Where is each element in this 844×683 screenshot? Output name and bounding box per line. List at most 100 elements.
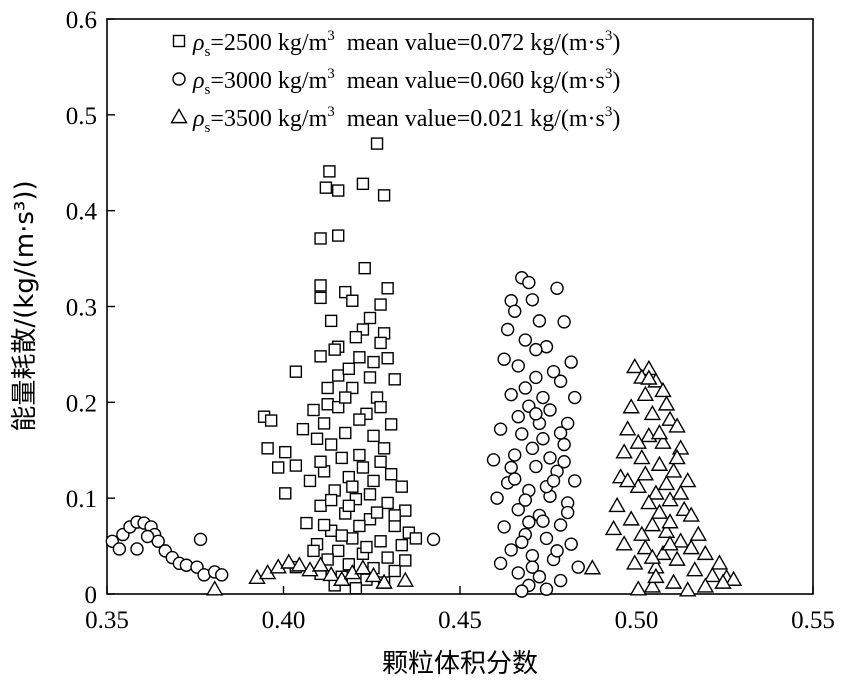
x-tick-label: 0.35: [85, 607, 129, 634]
y-tick-label: 0.3: [66, 295, 97, 322]
data-point-triangle: [205, 580, 224, 596]
data-point-triangle: [664, 462, 683, 478]
data-point-triangle: [671, 532, 690, 548]
data-point-circle: [557, 455, 571, 469]
data-point-triangle: [633, 525, 651, 541]
x-tick-label: 0.50: [615, 607, 659, 634]
data-point-triangle: [678, 472, 697, 488]
data-point-circle: [539, 531, 554, 546]
data-point-triangle: [657, 474, 676, 491]
data-point-circle: [493, 556, 508, 571]
data-point-circle: [564, 355, 578, 369]
data-point-square: [346, 532, 359, 545]
data-point-triangle: [608, 496, 626, 513]
data-point-square: [381, 352, 394, 365]
data-point-circle: [550, 281, 564, 295]
data-point-square: [388, 519, 401, 533]
data-point-square: [300, 516, 313, 530]
data-point-square: [303, 474, 317, 488]
data-point-circle: [525, 293, 540, 307]
data-point-square: [314, 291, 327, 305]
x-axis-title: 颗粒体积分数: [382, 649, 538, 679]
y-tick-label: 0.1: [66, 486, 97, 513]
data-point-triangle: [290, 556, 309, 572]
data-point-square: [342, 558, 356, 571]
data-point-square: [289, 365, 303, 378]
data-point-square: [374, 535, 387, 548]
data-point-triangle: [664, 573, 683, 589]
data-point-triangle: [661, 410, 679, 426]
data-point-circle: [553, 426, 568, 440]
data-point-square: [381, 496, 394, 510]
data-point-triangle: [678, 581, 697, 597]
y-tick-label: 0.2: [66, 390, 97, 417]
data-point-square: [328, 343, 341, 356]
data-point-circle: [518, 381, 533, 395]
data-point-triangle: [661, 513, 679, 529]
data-point-circle: [553, 518, 568, 532]
data-point-triangle: [615, 443, 633, 459]
data-point-square: [314, 350, 327, 363]
series-square: [257, 137, 423, 595]
data-point-triangle: [583, 559, 602, 575]
data-point-triangle: [636, 465, 655, 481]
data-point-circle: [546, 474, 561, 488]
data-point-triangle: [643, 577, 662, 593]
data-point-square: [296, 422, 310, 436]
data-point-circle: [536, 390, 550, 405]
data-point-square: [324, 314, 338, 328]
data-point-circle: [557, 437, 571, 452]
x-axis: 0.35 0.40 0.45 0.50 0.55: [85, 586, 835, 634]
data-point-triangle: [686, 561, 704, 577]
data-point-square: [388, 509, 401, 522]
data-point-circle: [543, 403, 557, 417]
data-point-triangle: [640, 494, 658, 510]
data-point-square: [342, 362, 356, 375]
data-point-circle: [518, 493, 533, 507]
data-point-circle: [557, 315, 571, 329]
data-point-square: [353, 448, 366, 462]
data-point-circle: [515, 584, 529, 598]
data-point-square: [317, 417, 331, 430]
data-point-circle: [515, 427, 529, 441]
data-point-square: [353, 351, 366, 364]
data-point-circle: [522, 275, 536, 290]
data-point-square: [321, 381, 334, 395]
data-point-circle: [497, 352, 511, 366]
data-point-circle: [571, 560, 585, 574]
data-point-square: [346, 381, 359, 395]
data-point-square: [367, 355, 380, 369]
legend-label: ρs=2500 kg/m3 mean value=0.072 kg/(m·s3): [192, 28, 620, 60]
data-point-circle: [529, 407, 543, 421]
data-point-circle: [493, 422, 508, 436]
data-point-square: [335, 529, 348, 542]
data-point-triangle: [689, 525, 707, 541]
data-point-circle: [553, 573, 568, 588]
data-point-circle: [130, 542, 144, 556]
data-point-square: [307, 544, 320, 558]
data-point-circle: [511, 566, 525, 580]
series-circle: [105, 271, 585, 598]
data-point-square: [323, 165, 336, 178]
y-tick-label: 0.5: [66, 103, 97, 130]
data-point-triangle: [643, 548, 662, 564]
data-point-triangle: [622, 398, 640, 414]
data-point-triangle: [650, 503, 669, 519]
data-point-square: [339, 426, 352, 440]
data-point-triangle: [668, 417, 686, 433]
data-point-triangle: [626, 554, 644, 570]
data-point-triangle: [615, 535, 633, 551]
data-point-square: [395, 538, 408, 552]
data-point-triangle: [650, 424, 669, 440]
data-point-circle: [511, 502, 525, 517]
legend-marker-triangle: [170, 108, 188, 124]
data-points: [105, 137, 743, 598]
data-point-triangle: [703, 566, 722, 583]
data-point-square: [353, 519, 366, 533]
data-point-square: [332, 229, 345, 242]
data-point-triangle: [322, 565, 340, 582]
data-point-square: [356, 461, 370, 474]
data-point-square: [314, 455, 327, 468]
y-axis: 0 0.1 0.2 0.3 0.4 0.5 0.6: [66, 7, 115, 609]
